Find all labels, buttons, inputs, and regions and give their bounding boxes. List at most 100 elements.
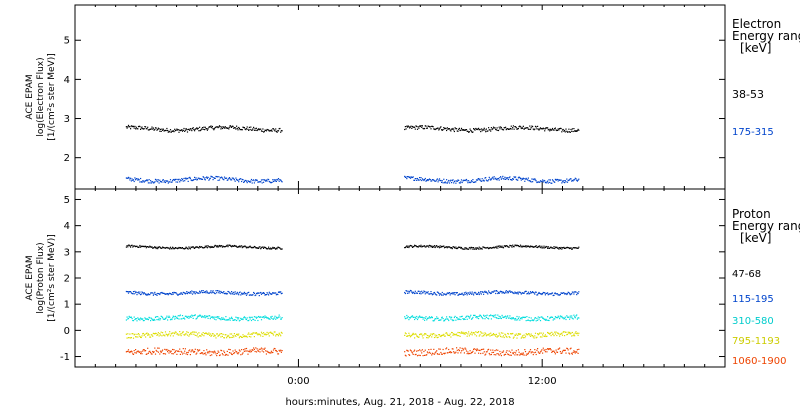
- electron-point-38-53: [214, 127, 216, 129]
- electron-point-175-315: [151, 181, 153, 183]
- electron-point-38-53: [280, 131, 282, 133]
- proton-point-310-580: [138, 318, 140, 320]
- electron-point-175-315: [462, 180, 464, 182]
- proton-point-1060-1900: [214, 351, 216, 353]
- proton-point-47-68: [268, 248, 270, 250]
- proton-point-115-195: [421, 290, 423, 292]
- proton-point-310-580: [517, 317, 519, 319]
- proton-point-1060-1900: [198, 349, 200, 351]
- proton-point-115-195: [213, 292, 216, 294]
- electron-point-38-53: [448, 128, 450, 130]
- proton-point-1060-1900: [554, 353, 556, 355]
- proton-point-310-580: [150, 320, 152, 322]
- proton-point-47-68: [559, 247, 561, 249]
- proton-point-795-1193: [209, 334, 211, 336]
- electron-point-175-315: [444, 181, 446, 183]
- proton-point-47-68: [277, 246, 279, 248]
- proton-point-115-195: [243, 291, 245, 293]
- proton-point-795-1193: [263, 333, 265, 335]
- proton-point-115-195: [423, 290, 425, 292]
- proton-point-1060-1900: [160, 351, 162, 353]
- proton-point-1060-1900: [270, 352, 272, 354]
- electron-point-175-315: [263, 179, 265, 181]
- proton-point-1060-1900: [555, 349, 557, 351]
- proton-point-115-195: [263, 292, 265, 294]
- electron-point-175-315: [569, 179, 571, 181]
- proton-point-47-68: [406, 245, 408, 247]
- electron-point-38-53: [539, 128, 541, 130]
- proton-point-47-68: [192, 246, 194, 248]
- electron-point-175-315: [161, 181, 163, 183]
- proton-point-47-68: [248, 246, 250, 248]
- proton-point-115-195: [468, 293, 470, 295]
- proton-point-115-195: [167, 293, 169, 295]
- electron-point-175-315: [512, 178, 514, 180]
- proton-point-1060-1900: [492, 351, 495, 353]
- proton-point-795-1193: [415, 333, 417, 335]
- electron-point-38-53: [408, 126, 410, 128]
- proton-point-115-195: [411, 291, 413, 293]
- proton-point-795-1193: [162, 332, 164, 334]
- proton-point-47-68: [441, 246, 443, 248]
- electron-point-38-53: [221, 126, 223, 128]
- proton-point-115-195: [192, 291, 194, 293]
- proton-point-47-68: [219, 246, 221, 248]
- electron-point-38-53: [495, 129, 497, 131]
- proton-point-795-1193: [525, 333, 527, 335]
- proton-point-310-580: [473, 314, 475, 316]
- electron-point-175-315: [436, 179, 438, 181]
- proton-point-310-580: [444, 319, 446, 321]
- proton-point-115-195: [255, 294, 257, 296]
- electron-point-38-53: [273, 129, 275, 131]
- proton-point-310-580: [149, 317, 151, 319]
- electron-point-175-315: [200, 178, 202, 180]
- proton-point-47-68: [493, 247, 495, 249]
- proton-point-1060-1900: [534, 351, 537, 353]
- proton-point-1060-1900: [183, 352, 185, 354]
- proton-point-1060-1900: [179, 348, 181, 350]
- proton-point-47-68: [243, 245, 245, 247]
- proton-point-1060-1900: [253, 347, 255, 349]
- proton-point-795-1193: [219, 333, 221, 335]
- electron-point-175-315: [238, 179, 240, 181]
- electron-point-175-315: [277, 178, 280, 180]
- proton-point-1060-1900: [553, 350, 555, 352]
- proton-point-115-195: [243, 293, 245, 295]
- electron-point-38-53: [477, 128, 479, 130]
- proton-point-795-1193: [218, 334, 220, 336]
- proton-point-115-195: [126, 291, 128, 293]
- proton-point-1060-1900: [225, 353, 227, 355]
- proton-point-1060-1900: [414, 354, 416, 356]
- proton-point-115-195: [269, 292, 271, 294]
- proton-point-115-195: [518, 291, 520, 293]
- proton-point-1060-1900: [522, 354, 524, 356]
- proton-point-795-1193: [554, 331, 556, 333]
- proton-point-795-1193: [212, 333, 214, 335]
- proton-point-310-580: [543, 318, 545, 320]
- electron-point-175-315: [272, 179, 274, 181]
- proton-point-310-580: [544, 318, 546, 320]
- proton-point-795-1193: [277, 333, 279, 336]
- electron-point-175-315: [433, 180, 436, 182]
- proton-point-1060-1900: [262, 348, 264, 350]
- electron-point-175-315: [465, 179, 467, 181]
- electron-point-38-53: [275, 128, 277, 130]
- electron-point-38-53: [509, 128, 511, 130]
- electron-point-38-53: [564, 131, 566, 133]
- electron-point-38-53: [227, 127, 229, 129]
- proton-point-795-1193: [495, 335, 497, 337]
- proton-point-47-68: [578, 246, 580, 248]
- proton-point-47-68: [475, 247, 477, 249]
- proton-point-310-580: [525, 320, 527, 322]
- proton-point-1060-1900: [474, 352, 476, 354]
- electron-point-175-315: [414, 179, 416, 181]
- proton-point-795-1193: [556, 332, 559, 334]
- proton-point-795-1193: [154, 333, 156, 335]
- proton-point-115-195: [233, 293, 235, 295]
- proton-point-1060-1900: [216, 352, 218, 354]
- electron-panel-frame: [74, 4, 726, 190]
- proton-point-115-195: [523, 292, 525, 294]
- proton-point-47-68: [554, 247, 556, 250]
- proton-point-115-195: [186, 293, 189, 295]
- electron-point-38-53: [235, 128, 237, 130]
